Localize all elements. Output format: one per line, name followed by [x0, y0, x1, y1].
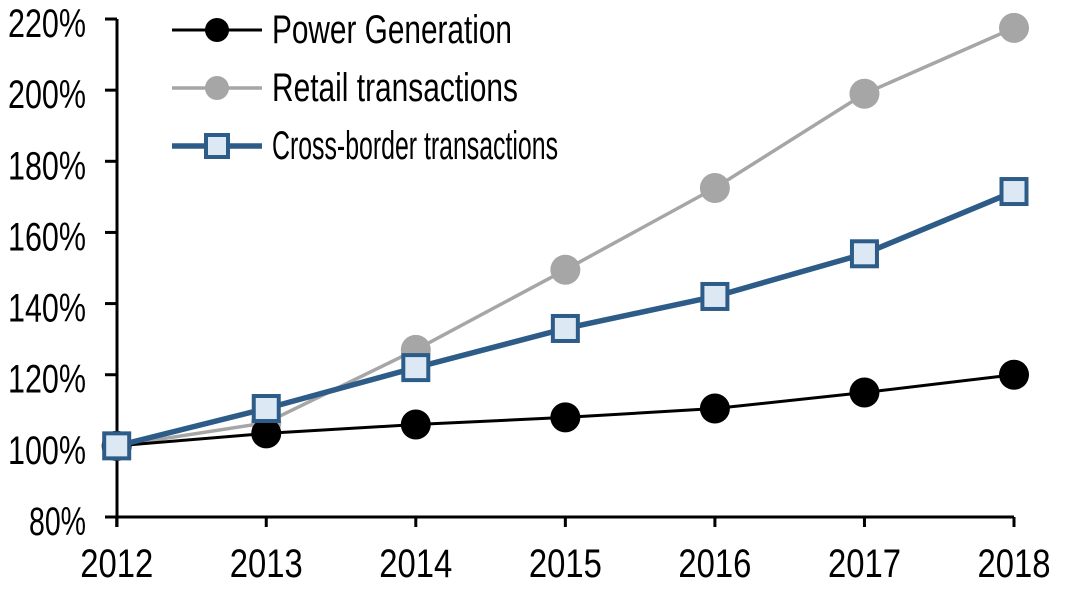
x-tick-label: 2013 — [230, 542, 303, 586]
legend-item-cross-border-transactions: Cross-border transactions — [172, 124, 558, 168]
legend-circle-marker-icon — [205, 18, 229, 42]
data-point — [699, 393, 730, 424]
data-point — [102, 431, 132, 461]
data-point — [550, 313, 580, 343]
legend-label: Power Generation — [272, 8, 512, 52]
data-point — [700, 281, 730, 311]
data-point — [999, 177, 1029, 207]
data-point — [251, 418, 282, 449]
x-tick-label: 2012 — [80, 542, 153, 586]
data-point — [849, 239, 879, 269]
data-point — [699, 172, 730, 203]
y-tick-label: 80% — [29, 500, 86, 544]
data-point — [401, 353, 431, 383]
legend-label: Retail transactions — [272, 66, 518, 110]
y-tick-label: 180% — [8, 144, 86, 188]
y-tick-label: 100% — [8, 429, 86, 473]
data-point — [400, 409, 431, 440]
y-tick-label: 220% — [8, 2, 86, 46]
legend-label: Cross-border transactions — [272, 124, 558, 168]
data-point — [550, 254, 581, 285]
legend-item-retail-transactions: Retail transactions — [172, 66, 518, 110]
y-tick-label: 120% — [8, 358, 86, 402]
series-power-generation — [101, 359, 1029, 461]
data-point — [849, 78, 880, 109]
series-retail-transactions — [101, 12, 1029, 461]
data-point — [999, 12, 1029, 43]
axes: 220% 200% 180% 160% 140% 120% 100% 80%2012 2013 2… — [8, 2, 1051, 586]
data-point — [999, 359, 1029, 390]
legend: Power Generation Retail transactions Cross… — [172, 8, 558, 168]
y-tick-label: 200% — [8, 73, 86, 117]
legend-item-power-generation: Power Generation — [172, 8, 512, 52]
data-point — [849, 377, 880, 408]
x-tick-label: 2015 — [529, 542, 602, 586]
data-point — [550, 402, 581, 433]
x-tick-label: 2017 — [828, 542, 901, 586]
legend-square-marker-icon — [204, 133, 230, 159]
legend-circle-marker-icon — [205, 76, 229, 100]
x-tick-label: 2018 — [978, 542, 1051, 586]
data-point — [251, 394, 281, 424]
x-tick-label: 2016 — [678, 542, 751, 586]
x-tick-label: 2014 — [379, 542, 452, 586]
series-line-retail-transactions — [114, 26, 1016, 448]
y-tick-label: 160% — [8, 215, 86, 259]
y-tick-label: 140% — [8, 287, 86, 331]
series-cross-border-transactions — [102, 177, 1029, 461]
